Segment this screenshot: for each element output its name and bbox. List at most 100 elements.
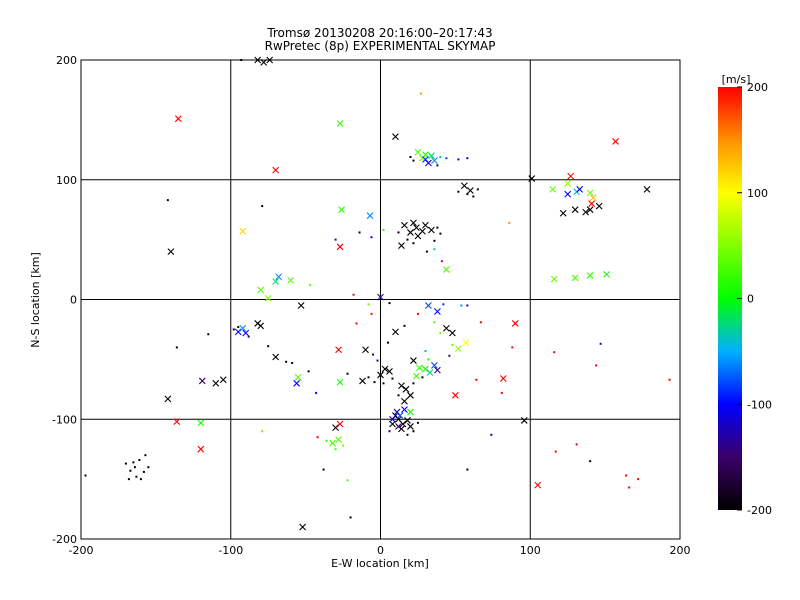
data-point-cross	[297, 302, 305, 309]
chart-subtitle: RwPretec (8p) EXPERIMENTAL SKYMAP	[265, 39, 496, 53]
x-tick-label: -200	[69, 544, 94, 557]
data-point-cross	[401, 397, 408, 405]
data-point-dot	[472, 195, 475, 198]
data-point-cross	[428, 226, 435, 234]
data-point-cross	[407, 229, 414, 236]
data-point-cross	[454, 345, 462, 352]
data-point-dot	[439, 332, 442, 335]
data-point-dot	[370, 312, 373, 315]
data-point-cross	[425, 302, 432, 309]
data-point-cross	[528, 175, 536, 182]
data-point-cross	[451, 391, 459, 399]
data-point-cross	[434, 308, 441, 315]
data-point-dot	[416, 421, 419, 424]
plot-frame	[80, 59, 681, 540]
data-point-cross	[392, 328, 399, 336]
data-point-dot	[397, 231, 400, 234]
data-point-dot	[508, 221, 511, 224]
data-point-cross	[212, 379, 220, 387]
data-point-cross	[197, 419, 205, 427]
data-point-cross	[272, 166, 280, 174]
data-point-dot	[436, 226, 439, 229]
data-point-cross	[413, 372, 420, 380]
data-point-cross	[460, 182, 468, 190]
y-tick-label: 0	[70, 294, 77, 307]
data-point-dot	[457, 158, 460, 161]
data-point-cross	[407, 423, 414, 430]
data-point-cross	[362, 346, 369, 354]
data-point-cross	[287, 276, 295, 284]
data-point-cross	[588, 200, 596, 208]
data-point-cross	[466, 187, 474, 194]
data-point-dot	[416, 312, 419, 315]
y-tick-label: -200	[52, 533, 77, 546]
data-point-dot	[406, 433, 409, 436]
data-point-dot	[388, 302, 391, 305]
data-point-dot	[412, 430, 415, 433]
data-point-cross	[174, 115, 182, 123]
y-tick-label: -100	[52, 413, 77, 426]
data-point-cross	[164, 395, 172, 403]
data-point-cross	[413, 224, 420, 232]
data-point-dot	[138, 458, 141, 461]
data-point-dot	[232, 328, 235, 331]
data-point-dot	[261, 205, 264, 208]
data-point-cross	[414, 232, 422, 240]
data-point-cross	[414, 148, 422, 156]
data-point-cross	[402, 385, 410, 393]
data-point-cross	[219, 376, 227, 384]
data-point-dot	[391, 377, 394, 380]
data-point-dot	[207, 333, 210, 336]
data-point-cross	[239, 324, 247, 332]
data-point-dot	[409, 155, 412, 158]
data-point-dot	[352, 293, 355, 296]
data-point-dot	[425, 250, 428, 253]
colorbar-tick-label: -200	[747, 504, 772, 517]
data-point-dot	[500, 391, 503, 394]
data-point-cross	[272, 278, 280, 285]
data-point-dot	[334, 448, 337, 451]
data-point-dot	[322, 468, 325, 471]
data-point-dot	[346, 479, 349, 482]
data-point-cross	[564, 190, 572, 198]
data-point-dot	[433, 321, 436, 324]
data-point-cross	[426, 369, 434, 376]
data-point-cross	[386, 367, 393, 375]
data-point-dot	[382, 229, 385, 232]
data-point-cross	[407, 408, 414, 416]
data-point-cross	[336, 378, 344, 386]
x-tick-label: -100	[218, 544, 243, 557]
data-points	[84, 56, 671, 531]
data-point-dot	[358, 231, 361, 234]
data-point-dot	[315, 391, 318, 394]
x-tick-label: 100	[520, 544, 541, 557]
data-point-dot	[367, 303, 370, 306]
data-point-dot	[307, 370, 310, 373]
data-point-cross	[392, 133, 399, 141]
data-point-cross	[431, 157, 438, 164]
data-point-dot	[132, 461, 135, 464]
data-point-cross	[329, 439, 336, 447]
data-point-cross	[167, 248, 175, 255]
data-point-cross	[338, 206, 345, 214]
data-point-cross	[293, 379, 301, 387]
data-point-cross	[396, 412, 404, 420]
data-point-dot	[144, 454, 147, 457]
data-point-cross	[564, 179, 572, 187]
data-point-cross	[389, 420, 396, 428]
data-point-dot	[451, 344, 454, 347]
data-point-dot	[291, 361, 294, 364]
data-point-cross	[335, 346, 342, 354]
data-point-dot	[457, 190, 460, 193]
data-point-dot	[142, 470, 145, 473]
y-axis-label: N-S location [km]	[29, 252, 42, 348]
data-point-dot	[406, 238, 409, 241]
colorbar-tick-label: -100	[747, 398, 772, 411]
data-point-cross	[434, 366, 441, 374]
data-point-cross	[431, 361, 438, 369]
data-point-dot	[175, 346, 178, 349]
data-point-cross	[407, 391, 414, 399]
data-point-cross	[272, 353, 280, 361]
data-point-cross	[242, 329, 250, 337]
